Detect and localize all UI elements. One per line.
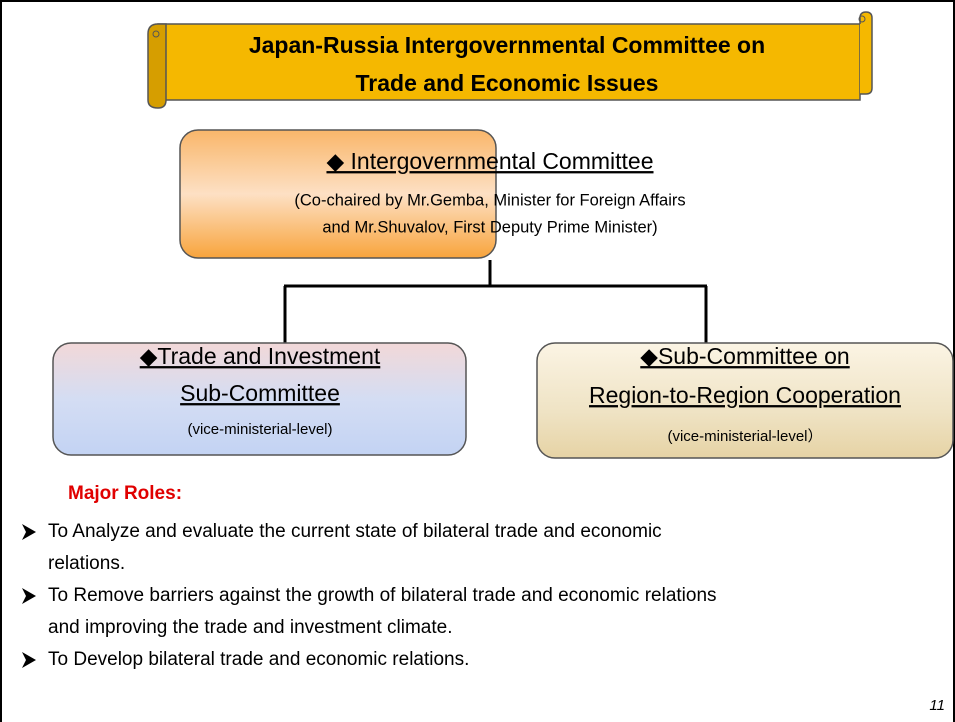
role-item: To Remove barriers against the growth of… [48, 585, 717, 606]
node-heading: Region-to-Region Cooperation [589, 382, 901, 408]
node-heading: ◆Trade and Investment [140, 343, 381, 369]
role-item: To Analyze and evaluate the current stat… [48, 521, 662, 542]
role-item: To Develop bilateral trade and economic … [48, 649, 469, 670]
node-heading: Sub-Committee [180, 380, 340, 406]
node-box [536, 342, 954, 459]
roles-heading: Major Roles: [68, 483, 182, 504]
page-number: 11 [929, 697, 945, 714]
node-box [179, 129, 497, 259]
bullet-arrow [22, 652, 36, 668]
node-detail: and Mr.Shuvalov, First Deputy Prime Mini… [322, 218, 657, 236]
role-item: and improving the trade and investment c… [48, 617, 453, 638]
role-item: relations. [48, 553, 125, 574]
node-detail: (vice-ministerial-level) [187, 421, 332, 438]
banner-title: Trade and Economic Issues [356, 70, 659, 96]
bullet-arrow [22, 588, 36, 604]
banner-title: Japan-Russia Intergovernmental Committee… [249, 32, 765, 58]
node-detail: (Co-chaired by Mr.Gemba, Minister for Fo… [294, 191, 685, 209]
connector [283, 260, 708, 345]
node-heading: ◆Sub-Committee on [640, 343, 849, 369]
node-detail: (vice-ministerial-level） [667, 428, 822, 445]
node-heading: ◆ Intergovernmental Committee [326, 148, 653, 174]
bullet-arrow [22, 524, 36, 540]
node-box [52, 342, 467, 456]
banner [147, 11, 873, 109]
